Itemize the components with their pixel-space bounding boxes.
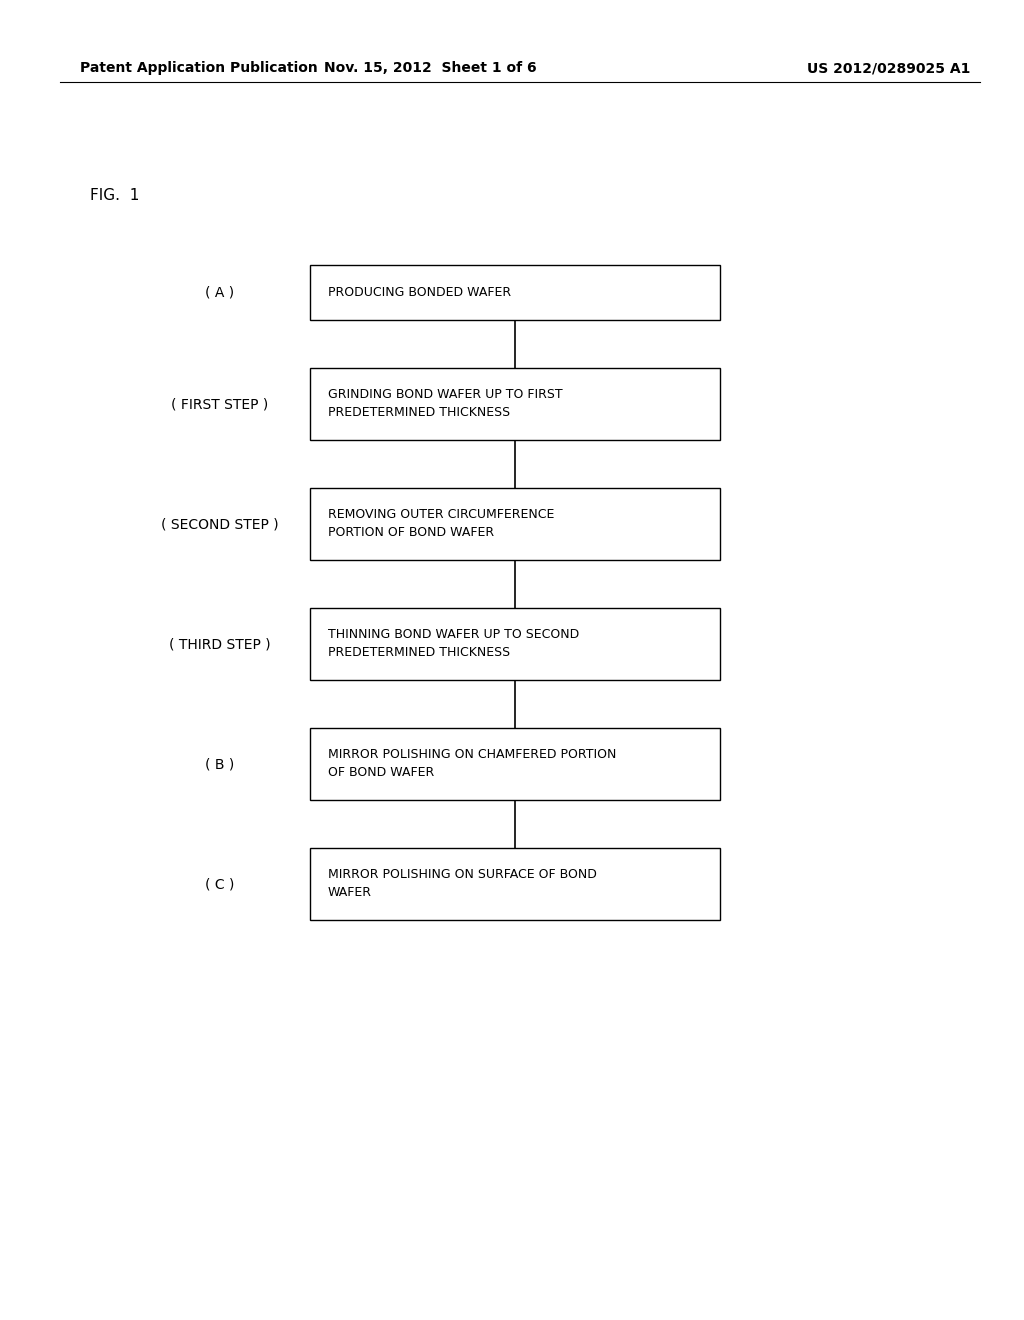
Text: GRINDING BOND WAFER UP TO FIRST
PREDETERMINED THICKNESS: GRINDING BOND WAFER UP TO FIRST PREDETER… [328, 388, 562, 420]
Text: PRODUCING BONDED WAFER: PRODUCING BONDED WAFER [328, 286, 511, 300]
Bar [310, 488, 720, 560]
Text: ( C ): ( C ) [206, 876, 234, 891]
Text: ( B ): ( B ) [206, 756, 234, 771]
Text: THINNING BOND WAFER UP TO SECOND
PREDETERMINED THICKNESS: THINNING BOND WAFER UP TO SECOND PREDETE… [328, 628, 580, 660]
Text: US 2012/0289025 A1: US 2012/0289025 A1 [807, 61, 970, 75]
Bar [310, 729, 720, 800]
Bar [310, 265, 720, 319]
Bar [310, 368, 720, 440]
Bar [310, 847, 720, 920]
Text: MIRROR POLISHING ON SURFACE OF BOND
WAFER: MIRROR POLISHING ON SURFACE OF BOND WAFE… [328, 869, 597, 899]
Text: Nov. 15, 2012  Sheet 1 of 6: Nov. 15, 2012 Sheet 1 of 6 [324, 61, 537, 75]
Text: ( A ): ( A ) [206, 285, 234, 300]
Text: MIRROR POLISHING ON CHAMFERED PORTION
OF BOND WAFER: MIRROR POLISHING ON CHAMFERED PORTION OF… [328, 748, 616, 780]
Text: ( SECOND STEP ): ( SECOND STEP ) [161, 517, 279, 531]
Text: Patent Application Publication: Patent Application Publication [80, 61, 317, 75]
Text: ( FIRST STEP ): ( FIRST STEP ) [171, 397, 268, 411]
Text: ( THIRD STEP ): ( THIRD STEP ) [169, 638, 270, 651]
Text: FIG.  1: FIG. 1 [90, 187, 139, 202]
Bar [310, 609, 720, 680]
Text: REMOVING OUTER CIRCUMFERENCE
PORTION OF BOND WAFER: REMOVING OUTER CIRCUMFERENCE PORTION OF … [328, 508, 554, 540]
